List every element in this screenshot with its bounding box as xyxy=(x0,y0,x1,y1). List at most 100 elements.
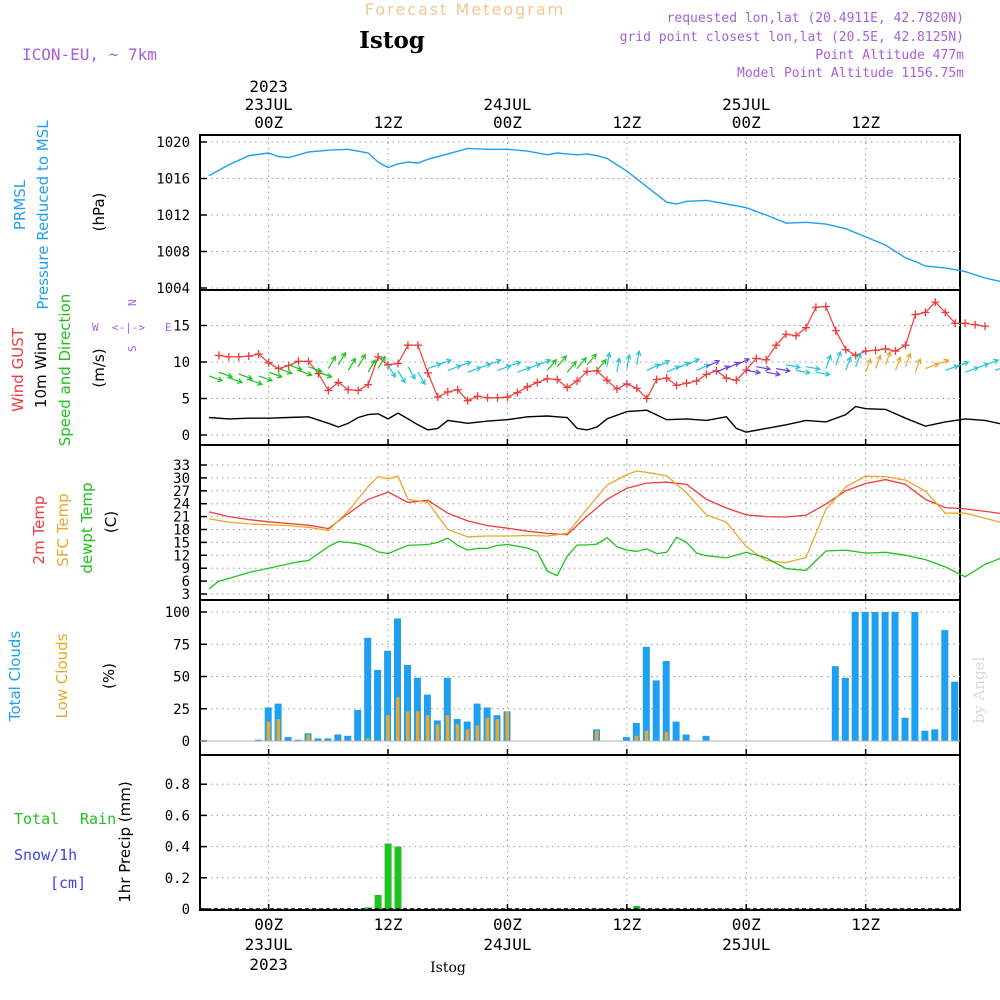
wind-direction-arrow xyxy=(258,375,274,382)
compass-west: W xyxy=(92,321,99,334)
low-clouds-label: Low Clouds xyxy=(53,633,71,718)
wind-tick-label: 15 xyxy=(173,319,190,335)
wind-direction-arrow xyxy=(268,371,283,379)
clouds-panel: 0 25 50 75 100 xyxy=(165,599,961,756)
top-time-label: 00Z xyxy=(254,113,283,132)
gust-marker xyxy=(971,320,980,329)
gust-marker xyxy=(224,352,233,361)
gust-marker xyxy=(364,380,373,389)
wind-direction-arrow xyxy=(646,363,661,371)
top-time-label: 12Z xyxy=(612,113,641,132)
total-cloud-bar xyxy=(473,703,481,741)
wind-direction-arrow xyxy=(954,360,970,368)
gust-marker xyxy=(732,376,741,385)
total-cloud-bar xyxy=(871,612,879,741)
total-cloud-bar xyxy=(364,637,372,741)
gust-marker xyxy=(244,352,253,361)
gust-marker xyxy=(861,347,870,356)
pressure-sub-label: Pressure Reduced to MSL xyxy=(34,120,52,310)
pressure-tick-label: 1012 xyxy=(156,208,190,224)
gust-marker xyxy=(553,375,562,384)
total-cloud-bar xyxy=(642,646,650,741)
gust-marker xyxy=(304,357,313,366)
bottom-station-label: Istog xyxy=(430,960,466,976)
gust-marker xyxy=(324,386,333,395)
gust-marker xyxy=(384,360,393,369)
precip-bar xyxy=(374,895,382,909)
gust-marker xyxy=(573,376,582,385)
total-cloud-bar xyxy=(394,618,401,741)
temp-tick-label: 9 xyxy=(182,561,190,577)
gust-marker xyxy=(473,392,482,401)
wind-direction-arrow xyxy=(835,350,842,366)
gust-marker xyxy=(622,379,631,388)
wind-direction-arrow xyxy=(615,357,622,373)
temp-tick-label: 18 xyxy=(173,523,190,539)
low-cloud-bar xyxy=(435,724,440,741)
gust-marker xyxy=(374,352,383,361)
total-cloud-bar xyxy=(344,735,352,741)
clouds-tick-label: 50 xyxy=(173,670,190,686)
wind-direction-arrow xyxy=(716,365,731,373)
total-cloud-bar xyxy=(652,680,660,741)
wind-direction-arrow xyxy=(935,358,950,366)
top-time-label: 00Z xyxy=(493,113,522,132)
low-cloud-bar xyxy=(276,719,281,741)
wind-direction-arrow xyxy=(397,370,406,384)
wind-direction-arrow xyxy=(756,365,772,372)
gust-marker xyxy=(752,354,761,363)
point-altitude: Point Altitude 477m xyxy=(815,48,964,63)
gust-marker xyxy=(951,319,960,328)
wind-direction-arrow xyxy=(228,377,244,384)
compass-arrows: <-|-> xyxy=(112,321,145,334)
wind-direction-arrow xyxy=(676,361,691,370)
low-cloud-bar xyxy=(455,724,460,741)
precip-tick-label: 0.6 xyxy=(165,808,190,824)
precip-bar xyxy=(394,846,402,909)
low-cloud-bar xyxy=(644,730,649,741)
low-cloud-bar xyxy=(634,735,639,741)
gust-marker xyxy=(692,376,701,385)
total-cloud-bar xyxy=(324,738,332,741)
gust-marker xyxy=(513,388,522,397)
total-cloud-bar xyxy=(632,722,640,741)
total-cloud-bar xyxy=(294,739,302,741)
precip-tick-label: 0.2 xyxy=(165,871,190,887)
wind-tick-label: 10 xyxy=(173,355,190,371)
model-altitude: Model Point Altitude 1156.75m xyxy=(737,66,964,81)
bottom-time-label: 00Z xyxy=(493,915,522,934)
gust-marker xyxy=(931,298,940,307)
temp-2m-line xyxy=(208,478,1000,536)
total-cloud-bar xyxy=(831,666,839,741)
wind-direction-arrow xyxy=(984,358,1000,366)
gust-marker xyxy=(722,374,731,383)
wind-direction-arrow xyxy=(625,353,632,369)
gust-marker xyxy=(652,375,661,384)
wind-direction-arrow xyxy=(437,358,453,366)
gust-marker xyxy=(782,330,791,339)
wind-direction-arrow xyxy=(218,371,234,379)
dewpoint-line xyxy=(208,536,1000,590)
gust-marker xyxy=(583,367,592,376)
total-cloud-bar xyxy=(443,677,451,741)
wind-direction-arrow xyxy=(994,367,1000,371)
total-cloud-bar xyxy=(891,612,899,741)
pressure-tick-label: 1020 xyxy=(156,135,190,151)
watermark: by Angel xyxy=(970,656,988,723)
total-clouds-label: Total Clouds xyxy=(6,631,24,723)
compass-north: N xyxy=(126,299,139,306)
wind-direction-arrow xyxy=(666,365,681,373)
top-time-label: 23JUL xyxy=(245,95,293,114)
gust-marker xyxy=(433,393,442,402)
wind-direction-arrow xyxy=(367,359,376,373)
product-title: Forecast Meteogram xyxy=(365,0,565,19)
low-cloud-bar xyxy=(485,717,490,741)
temp-2m-label: 2m Temp xyxy=(30,496,48,565)
precip-bar xyxy=(633,905,641,909)
temp-tick-label: 24 xyxy=(173,497,190,513)
wind-direction-arrow xyxy=(318,371,333,379)
low-cloud-bar xyxy=(425,715,430,741)
total-label: Total xyxy=(14,810,59,828)
low-cloud-bar xyxy=(445,715,450,741)
gust-marker xyxy=(961,319,970,328)
